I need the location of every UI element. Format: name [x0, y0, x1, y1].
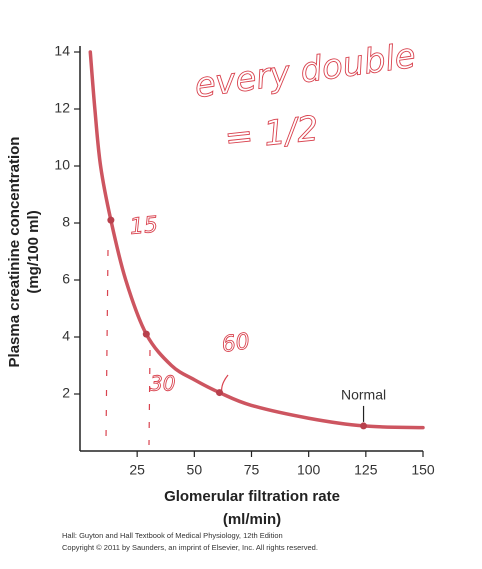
x-tick-label: 125 [354, 462, 378, 478]
x-tick-label: 150 [411, 462, 435, 478]
handwritten-note: 15 [129, 213, 159, 240]
handwritten-note: = 1/2 [223, 109, 321, 159]
handwritten-note: every double [192, 36, 418, 107]
x-tick-label: 100 [297, 462, 321, 478]
y-tick-label: 4 [62, 328, 70, 344]
x-tick-label: 25 [129, 462, 145, 478]
y-tick-label: 8 [62, 214, 70, 230]
data-point [142, 330, 150, 338]
curve [88, 50, 425, 430]
y-tick-label: 12 [54, 100, 70, 116]
x-axis-label: Glomerular filtration rate [164, 488, 340, 505]
x-axis-unit: (ml/min) [223, 511, 281, 528]
hand-guide [148, 349, 151, 446]
data-point [360, 422, 368, 430]
handwritten-note: 30 [150, 372, 175, 396]
y-tick-label: 14 [54, 43, 70, 59]
handwritten-note: 60 [220, 329, 251, 358]
x-tick-label: 75 [244, 462, 260, 478]
caption-line: Copyright © 2011 by Saunders, an imprint… [62, 543, 318, 552]
y-axis-label: Plasma creatinine concentration [6, 137, 23, 368]
y-tick-label: 6 [62, 271, 70, 287]
y-tick-label: 10 [54, 157, 70, 173]
x-tick-label: 50 [187, 462, 203, 478]
caption-line: Hall: Guyton and Hall Textbook of Medica… [62, 531, 283, 540]
data-point [215, 389, 223, 397]
data-point [107, 216, 115, 224]
y-tick-label: 2 [62, 385, 70, 401]
hand-guide [105, 249, 109, 441]
y-axis-unit: (mg/100 ml) [25, 210, 42, 293]
point-label: Normal [341, 387, 386, 403]
